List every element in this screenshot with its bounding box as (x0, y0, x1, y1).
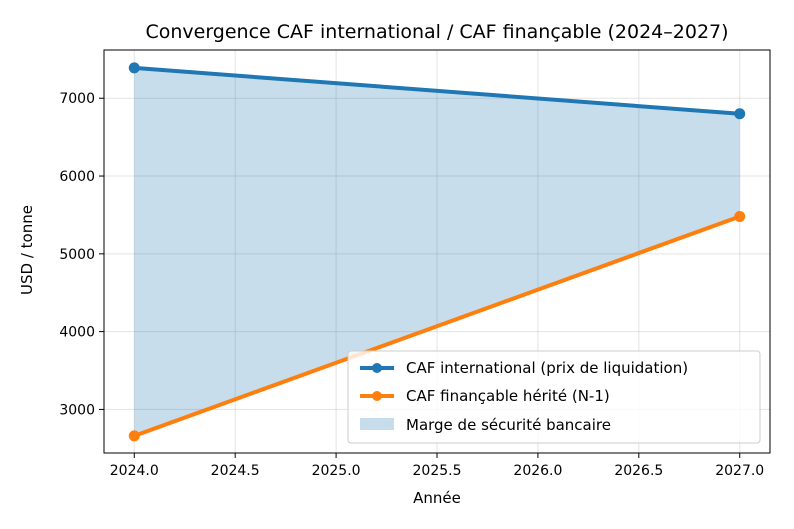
series-line-0 (132, 65, 742, 116)
x-tick-label: 2026.0 (513, 463, 562, 479)
x-tick-label: 2025.0 (312, 463, 361, 479)
legend-label-fill: Marge de sécurité bancaire (406, 416, 611, 434)
fill-between-area (134, 67, 740, 436)
series-1-point-1 (734, 210, 746, 222)
x-axis-ticks: 2024.0 2024.5 2025.0 2025.5 2026.0 2026.5 2027… (110, 453, 764, 479)
y-tick-label: 4000 (59, 325, 95, 341)
series-0-point-1 (734, 108, 746, 120)
y-axis-label: USD / tonne (18, 205, 36, 295)
x-tick-label: 2027.0 (715, 463, 764, 479)
x-tick-label: 2024.5 (211, 463, 260, 479)
x-tick-label: 2025.5 (413, 463, 462, 479)
y-tick-label: 6000 (59, 169, 95, 185)
x-tick-label: 2026.5 (614, 463, 663, 479)
y-axis-ticks: 3000 4000 5000 6000 7000 (59, 91, 104, 418)
chart-title: Convergence CAF international / CAF fina… (145, 21, 728, 43)
legend-marker-series-0 (372, 363, 382, 373)
legend-marker-series-1 (372, 391, 382, 401)
legend-label-series-1: CAF finançable hérité (N-1) (406, 387, 610, 405)
legend-label-series-0: CAF international (prix de liquidation) (406, 359, 688, 377)
legend: CAF international (prix de liquidation) … (347, 350, 761, 444)
y-tick-label: 5000 (59, 247, 95, 263)
series-1-point-0 (128, 430, 140, 442)
series-0-point-0 (128, 62, 140, 74)
series-layer (128, 62, 746, 442)
legend-patch-fill (360, 418, 394, 430)
y-tick-label: 7000 (59, 91, 95, 107)
y-tick-label: 3000 (59, 402, 95, 418)
series-line-1 (132, 214, 742, 438)
x-tick-label: 2024.0 (110, 463, 159, 479)
x-axis-label: Année (413, 489, 461, 507)
legend-box (347, 350, 761, 444)
